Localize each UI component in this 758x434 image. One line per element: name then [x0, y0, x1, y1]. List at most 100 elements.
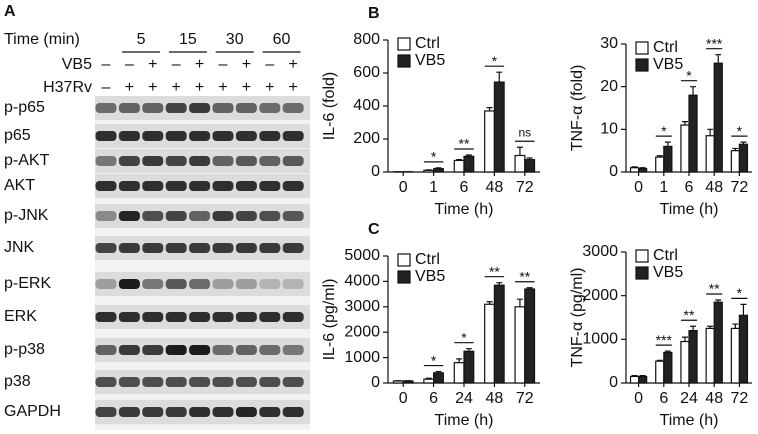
blot-band: [235, 156, 257, 166]
x-tick-label: 1: [429, 179, 438, 196]
blot-band: [282, 377, 304, 387]
error-bar: [715, 299, 722, 303]
blot-band: [259, 243, 281, 253]
significance-label: **: [709, 281, 720, 297]
error-bar: [707, 128, 714, 136]
bar: [730, 327, 740, 384]
blot-band: [282, 279, 304, 289]
y-axis-label: IL-6 (pg/ml): [321, 279, 338, 361]
y-tick-label: 0: [609, 374, 618, 391]
vb5-sign: –: [102, 56, 111, 73]
vb5-sign: –: [172, 56, 181, 73]
blot-band: [282, 243, 304, 253]
blot-band: [142, 103, 164, 113]
h37rv-sign: +: [148, 79, 157, 96]
error-bar: [631, 166, 638, 168]
error-bar: [456, 358, 463, 363]
protein-label: p65: [4, 127, 31, 144]
vb5-sign: +: [242, 56, 251, 73]
blot-band: [165, 345, 187, 355]
blot-band: [118, 211, 140, 221]
blot-band: [118, 407, 140, 417]
blot-band: [235, 243, 257, 253]
error-bar: [639, 167, 646, 169]
blot-band: [95, 243, 117, 253]
blot-band: [95, 279, 117, 289]
blot-band: [142, 156, 164, 166]
bar: [463, 155, 475, 173]
blot-band: [95, 131, 117, 141]
blot-band: [235, 181, 257, 191]
error-bar: [631, 374, 638, 377]
blot-band: [235, 407, 257, 417]
blot-band: [118, 312, 140, 322]
protein-label: ERK: [4, 308, 37, 325]
legend-swatch: [397, 54, 411, 68]
legend-swatch: [397, 270, 411, 284]
blot-band: [259, 156, 281, 166]
error-bar: [690, 325, 697, 331]
blot-band: [95, 211, 117, 221]
h37rv-sign: +: [195, 79, 204, 96]
blot-band: [259, 131, 281, 141]
x-tick-label: 6: [659, 390, 668, 407]
bar: [484, 303, 495, 384]
protein-label: p-AKT: [4, 152, 50, 169]
x-tick-label: 0: [399, 390, 408, 407]
x-tick-label: 0: [634, 390, 643, 407]
blot-band: [189, 181, 211, 191]
blot-band: [118, 103, 140, 113]
blot-band: [95, 345, 117, 355]
significance-label: ***: [706, 35, 723, 51]
blot-band: [118, 279, 140, 289]
legend-swatch: [397, 37, 411, 51]
blot-band: [235, 345, 257, 355]
significance-label: **: [459, 136, 470, 152]
bar: [423, 378, 435, 384]
bar: [730, 150, 740, 173]
y-tick-label: 10: [600, 121, 618, 138]
error-bar: [656, 155, 663, 158]
x-axis-label: Time (h): [435, 412, 494, 429]
error-bar: [526, 157, 533, 160]
blot-band: [142, 181, 164, 191]
error-bar: [496, 71, 503, 83]
x-axis-label: Time (h): [660, 201, 719, 218]
bar: [637, 167, 648, 173]
blot-band: [118, 243, 140, 253]
legend-label: VB5: [653, 264, 683, 281]
blot-band: [212, 345, 234, 355]
error-bar: [740, 303, 747, 316]
significance-label: **: [684, 307, 695, 323]
x-tick-label: 6: [429, 390, 438, 407]
blot-band: [118, 181, 140, 191]
y-tick-label: 0: [609, 163, 618, 180]
legend-label: Ctrl: [653, 39, 678, 56]
blot-band: [282, 131, 304, 141]
blot-band: [189, 279, 211, 289]
blot-band: [95, 103, 117, 113]
error-bar: [425, 377, 432, 380]
bar: [453, 159, 465, 173]
error-bar: [732, 323, 739, 329]
vb5-sign: –: [125, 56, 134, 73]
blot-band: [212, 279, 234, 289]
x-axis-label: Time (h): [660, 412, 719, 429]
h37rv-sign: +: [265, 79, 274, 96]
time-point: 30: [226, 31, 244, 48]
blot-band: [282, 345, 304, 355]
x-tick-label: 48: [486, 390, 504, 407]
blot-band: [165, 156, 187, 166]
error-bar: [456, 159, 463, 161]
time-point: 60: [273, 31, 291, 48]
blot-band: [142, 312, 164, 322]
blot-band: [142, 211, 164, 221]
bar: [738, 314, 749, 384]
bar: [524, 159, 536, 173]
blot-band: [235, 103, 257, 113]
blot-band: [142, 377, 164, 387]
protein-label: p-p38: [4, 341, 45, 358]
blot-band: [142, 131, 164, 141]
y-axis-label: IL-6 (fold): [321, 72, 338, 140]
